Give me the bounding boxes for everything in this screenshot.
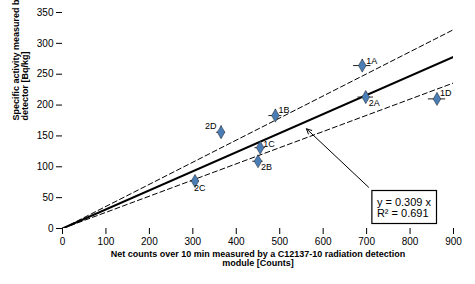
svg-text:2B: 2B	[261, 162, 272, 172]
svg-text:500: 500	[271, 236, 288, 247]
svg-text:350: 350	[37, 7, 54, 18]
svg-text:1C: 1C	[263, 139, 275, 149]
svg-text:y = 0.309 xR² = 0.691: y = 0.309 xR² = 0.691	[377, 196, 432, 219]
svg-text:300: 300	[37, 38, 54, 49]
svg-text:1D: 1D	[440, 88, 452, 98]
svg-text:2D: 2D	[205, 121, 217, 131]
svg-text:200: 200	[37, 99, 54, 110]
svg-text:600: 600	[315, 236, 332, 247]
svg-text:100: 100	[37, 161, 54, 172]
svg-text:150: 150	[37, 130, 54, 141]
svg-text:900: 900	[445, 236, 462, 247]
svg-text:Net counts over 10 min measure: Net counts over 10 min measured by a C12…	[111, 249, 406, 268]
svg-text:250: 250	[37, 68, 54, 79]
svg-text:1A: 1A	[366, 56, 377, 66]
svg-text:400: 400	[228, 236, 245, 247]
svg-text:800: 800	[402, 236, 419, 247]
svg-text:100: 100	[98, 236, 115, 247]
svg-text:50: 50	[42, 192, 54, 203]
svg-text:2A: 2A	[369, 98, 380, 108]
svg-text:1B: 1B	[278, 105, 289, 115]
svg-text:700: 700	[358, 236, 375, 247]
svg-text:0: 0	[60, 236, 66, 247]
svg-text:0: 0	[48, 223, 54, 234]
svg-text:200: 200	[141, 236, 158, 247]
svg-text:2C: 2C	[194, 183, 206, 193]
svg-text:300: 300	[184, 236, 201, 247]
svg-text:Specific activity measured by: Specific activity measured by a Gedetect…	[11, 0, 30, 121]
